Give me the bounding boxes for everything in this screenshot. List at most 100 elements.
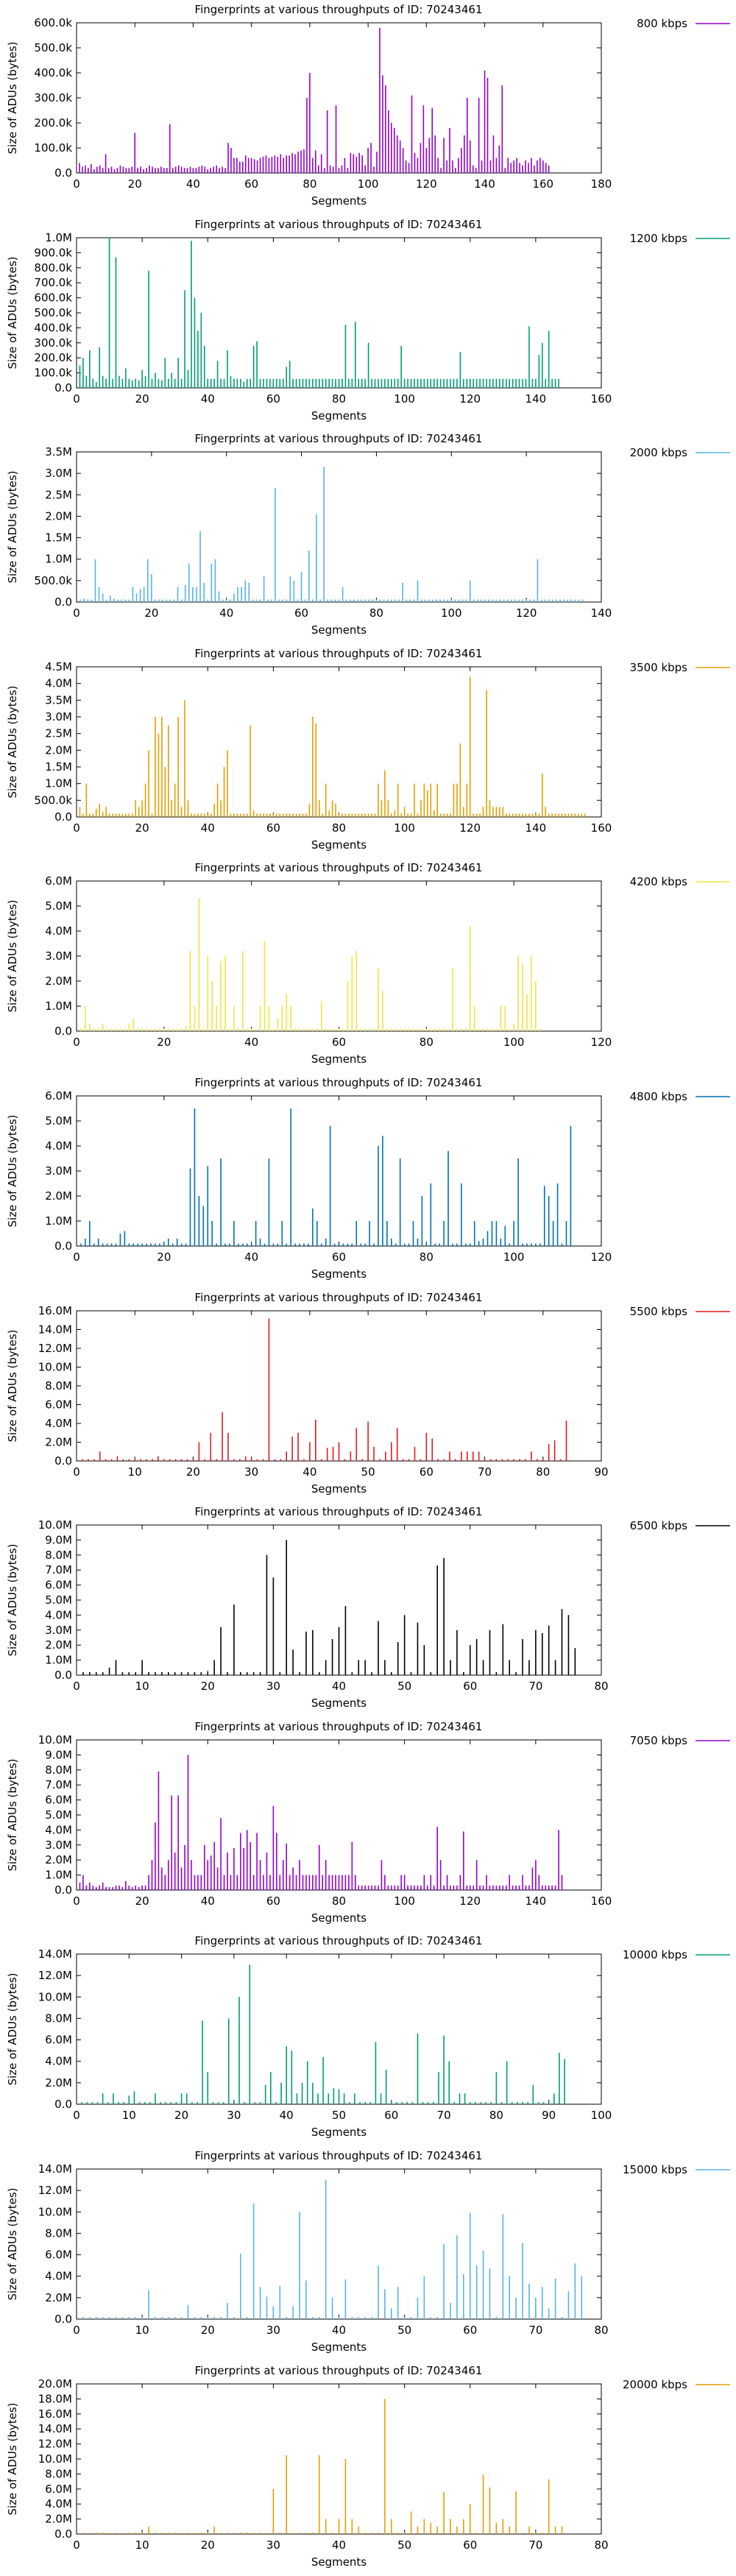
y-tick-label: 2.0M bbox=[45, 510, 72, 523]
y-tick-label: 20.0M bbox=[38, 2377, 72, 2391]
x-tick-label: 0 bbox=[73, 2538, 80, 2552]
x-tick-label: 0 bbox=[73, 2109, 80, 2122]
x-tick-label: 20 bbox=[135, 392, 149, 406]
y-tick-label: 14.0M bbox=[38, 1323, 72, 1336]
x-tick-label: 70 bbox=[478, 1465, 492, 1479]
y-tick-label: 10.0M bbox=[38, 1733, 72, 1747]
y-tick-label: 10.0M bbox=[38, 1360, 72, 1373]
x-tick-label: 60 bbox=[294, 606, 308, 620]
y-tick-label: 6.0M bbox=[45, 2034, 72, 2047]
y-tick-label: 4.0M bbox=[45, 676, 72, 690]
chart-panel-5: Fingerprints at various throughputs of I… bbox=[6, 1076, 730, 1281]
y-tick-label: 0.0 bbox=[54, 381, 72, 394]
x-tick-label: 0 bbox=[73, 1250, 80, 1264]
y-tick-label: 1.5M bbox=[45, 760, 72, 774]
plot-frame bbox=[76, 237, 602, 389]
x-tick-label: 80 bbox=[536, 1465, 550, 1479]
x-tick-label: 70 bbox=[528, 2324, 542, 2337]
x-tick-label: 120 bbox=[516, 606, 537, 620]
x-tick-label: 40 bbox=[219, 606, 233, 620]
x-axis-label: Segments bbox=[311, 194, 367, 208]
x-tick-label: 40 bbox=[332, 1680, 346, 1693]
chart-title: Fingerprints at various throughputs of I… bbox=[195, 218, 483, 231]
y-tick-label: 5.0M bbox=[45, 899, 72, 913]
x-tick-label: 80 bbox=[420, 1250, 434, 1264]
x-tick-label: 60 bbox=[266, 821, 280, 835]
y-axis-label: Size of ADUs (bytes) bbox=[6, 1544, 19, 1657]
y-tick-label: 3.0M bbox=[45, 467, 72, 480]
y-tick-label: 4.5M bbox=[45, 660, 72, 673]
y-tick-label: 0.0 bbox=[54, 166, 72, 180]
x-tick-label: 60 bbox=[384, 2109, 398, 2122]
y-tick-label: 500.0k bbox=[34, 41, 72, 54]
x-tick-label: 0 bbox=[73, 1680, 80, 1693]
y-tick-label: 3.5M bbox=[45, 693, 72, 707]
chart-title: Fingerprints at various throughputs of I… bbox=[195, 1720, 483, 1733]
y-tick-label: 500.0k bbox=[34, 306, 72, 319]
y-tick-label: 300.0k bbox=[34, 336, 72, 349]
y-tick-label: 7.0M bbox=[45, 1563, 72, 1577]
x-axis-label: Segments bbox=[311, 1911, 367, 1925]
x-tick-label: 0 bbox=[73, 177, 80, 191]
x-tick-label: 10 bbox=[135, 2324, 149, 2337]
x-tick-label: 80 bbox=[594, 2324, 608, 2337]
y-axis-label: Size of ADUs (bytes) bbox=[6, 1329, 19, 1442]
y-axis-label: Size of ADUs (bytes) bbox=[6, 2402, 19, 2515]
x-tick-label: 120 bbox=[459, 1894, 481, 1908]
x-tick-label: 90 bbox=[594, 1465, 608, 1479]
x-tick-label: 100 bbox=[394, 821, 415, 835]
y-tick-label: 14.0M bbox=[38, 2422, 72, 2435]
x-tick-label: 40 bbox=[332, 2538, 346, 2552]
x-axis-label: Segments bbox=[311, 838, 367, 852]
x-tick-label: 140 bbox=[526, 1894, 547, 1908]
x-tick-label: 120 bbox=[416, 177, 437, 191]
y-tick-label: 0.0 bbox=[54, 2527, 72, 2541]
y-tick-label: 2.0M bbox=[45, 2291, 72, 2304]
x-tick-label: 40 bbox=[186, 177, 200, 191]
x-tick-label: 90 bbox=[542, 2109, 556, 2122]
plot-frame bbox=[76, 1953, 602, 2105]
y-tick-label: 7.0M bbox=[45, 1778, 72, 1791]
y-tick-label: 10.0M bbox=[38, 1518, 72, 1532]
x-tick-label: 20 bbox=[128, 177, 142, 191]
plot-frame bbox=[76, 666, 602, 818]
x-tick-label: 140 bbox=[474, 177, 495, 191]
chart-title: Fingerprints at various throughputs of I… bbox=[195, 432, 483, 445]
x-tick-label: 160 bbox=[591, 821, 612, 835]
y-tick-label: 16.0M bbox=[38, 2407, 72, 2420]
x-tick-label: 40 bbox=[302, 1465, 316, 1479]
x-tick-label: 0 bbox=[73, 1465, 80, 1479]
legend-label: 4800 kbps bbox=[630, 1090, 688, 1103]
y-tick-label: 8.0M bbox=[45, 2012, 72, 2025]
x-tick-label: 140 bbox=[526, 821, 547, 835]
y-tick-label: 1.0M bbox=[45, 999, 72, 1013]
x-tick-label: 80 bbox=[332, 821, 346, 835]
y-tick-label: 6.0M bbox=[45, 1579, 72, 1592]
x-tick-label: 40 bbox=[201, 821, 215, 835]
chart-panel-3: Fingerprints at various throughputs of I… bbox=[6, 647, 730, 852]
x-tick-label: 10 bbox=[128, 1465, 142, 1479]
x-tick-label: 50 bbox=[397, 1680, 411, 1693]
plot-frame bbox=[76, 1095, 602, 1247]
y-tick-label: 0.0 bbox=[54, 1669, 72, 1682]
x-axis-label: Segments bbox=[311, 1482, 367, 1496]
x-tick-label: 30 bbox=[244, 1465, 258, 1479]
y-tick-label: 4.0M bbox=[45, 1609, 72, 1622]
x-axis-label: Segments bbox=[311, 409, 367, 422]
y-tick-label: 600.0k bbox=[34, 16, 72, 29]
y-tick-label: 500.0k bbox=[34, 793, 72, 807]
x-tick-label: 160 bbox=[591, 1894, 612, 1908]
x-tick-label: 140 bbox=[526, 392, 547, 406]
x-tick-label: 80 bbox=[594, 1680, 608, 1693]
x-tick-label: 0 bbox=[73, 1894, 80, 1908]
y-tick-label: 3.0M bbox=[45, 1839, 72, 1852]
y-tick-label: 8.0M bbox=[45, 2467, 72, 2480]
legend-label: 7050 kbps bbox=[630, 1734, 688, 1747]
y-tick-label: 4.0M bbox=[45, 1417, 72, 1430]
plot-frame bbox=[76, 22, 602, 174]
x-tick-label: 20 bbox=[157, 1036, 171, 1049]
y-tick-label: 500.0k bbox=[34, 574, 72, 587]
x-tick-label: 160 bbox=[591, 392, 612, 406]
x-tick-label: 100 bbox=[394, 1894, 415, 1908]
x-tick-label: 80 bbox=[420, 1036, 434, 1049]
